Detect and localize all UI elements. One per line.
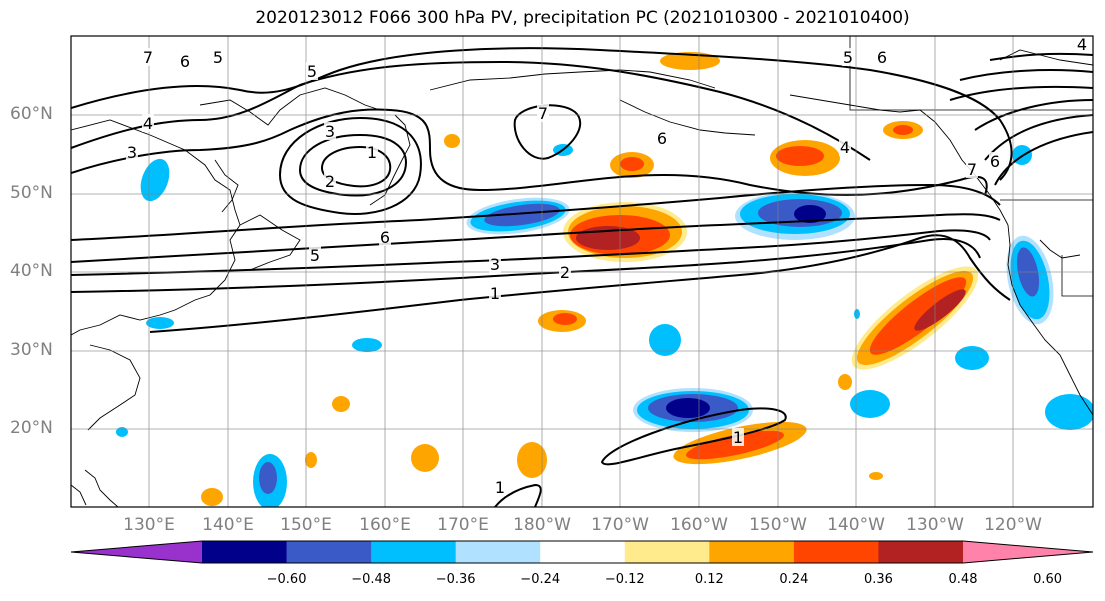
- colorbar-tick-label: 0.60: [1033, 572, 1063, 587]
- longitude-label: 130°W: [906, 515, 964, 535]
- longitude-label: 120°W: [984, 515, 1042, 535]
- contour-label: 6: [657, 129, 667, 148]
- latitude-label: 50°N: [10, 183, 53, 203]
- contour-label: 3: [127, 143, 137, 162]
- colorbar-segment: [878, 541, 964, 563]
- colorbar: [70, 540, 1094, 564]
- contour-label: 7: [143, 48, 153, 67]
- colorbar-tick-label: 0.48: [948, 572, 978, 587]
- plot-frame: [70, 35, 1094, 508]
- colorbar-tick-label: −0.36: [435, 572, 476, 587]
- latitude-label: 20°N: [10, 418, 53, 438]
- colorbar-segment: [624, 541, 710, 563]
- longitude-label: 150°E: [280, 515, 332, 535]
- longitude-label: 140°E: [202, 515, 254, 535]
- longitude-label: 170°W: [591, 515, 649, 535]
- longitude-label: 150°W: [749, 515, 807, 535]
- colorbar-extend-high: [963, 541, 1093, 563]
- contour-label: 1: [733, 428, 743, 447]
- contour-label: 6: [990, 152, 1000, 171]
- contour-label: 2: [560, 263, 570, 282]
- longitude-label: 180°W: [513, 515, 571, 535]
- longitude-label: 160°E: [359, 515, 411, 535]
- colorbar-segment: [286, 541, 372, 563]
- colorbar-segment: [455, 541, 541, 563]
- contour-label: 3: [325, 122, 335, 141]
- colorbar-segment: [793, 541, 879, 563]
- contour-label: 4: [840, 138, 850, 157]
- colorbar-extend-low: [71, 541, 202, 563]
- colorbar-tick-label: −0.60: [266, 572, 307, 587]
- colorbar-tick-label: 0.24: [779, 572, 809, 587]
- colorbar-segment: [371, 541, 457, 563]
- contour-label: 5: [310, 246, 320, 265]
- latitude-label: 60°N: [10, 104, 53, 124]
- longitude-label: 170°E: [437, 515, 489, 535]
- contour-label: 7: [538, 104, 548, 123]
- latitude-label: 40°N: [10, 261, 53, 281]
- colorbar-tick-label: 0.12: [694, 572, 724, 587]
- contour-label: 5: [843, 48, 853, 67]
- colorbar-tick-label: −0.24: [520, 572, 561, 587]
- contour-label: 3: [490, 255, 500, 274]
- longitude-label: 160°W: [670, 515, 728, 535]
- latitude-label: 30°N: [10, 340, 53, 360]
- colorbar-segment: [540, 541, 626, 563]
- positive-precip-anomalies: [201, 52, 979, 506]
- contour-label: 6: [877, 48, 887, 67]
- colorbar-tick-label: −0.48: [351, 572, 392, 587]
- colorbar-tick-label: 0.36: [863, 572, 893, 587]
- longitude-label: 130°E: [123, 515, 175, 535]
- pv-contours: [71, 47, 1093, 507]
- map-title: 2020123012 F066 300 hPa PV, precipitatio…: [255, 8, 910, 28]
- contour-label: 5: [213, 48, 223, 67]
- contour-label: 7: [967, 160, 977, 179]
- colorbar-segment: [202, 541, 288, 563]
- contour-label: 2: [325, 172, 335, 191]
- contour-label: 1: [490, 284, 500, 303]
- contour-label: 6: [380, 228, 390, 247]
- longitude-label: 140°W: [827, 515, 885, 535]
- contour-label: 1: [495, 478, 505, 497]
- colorbar-segment: [709, 541, 795, 563]
- contour-label: 6: [180, 52, 190, 71]
- contour-label: 1: [367, 143, 377, 162]
- contour-label: 5: [307, 62, 317, 81]
- contour-label: 4: [143, 114, 153, 133]
- contour-label: 4: [1077, 35, 1087, 54]
- colorbar-tick-label: −0.12: [604, 572, 645, 587]
